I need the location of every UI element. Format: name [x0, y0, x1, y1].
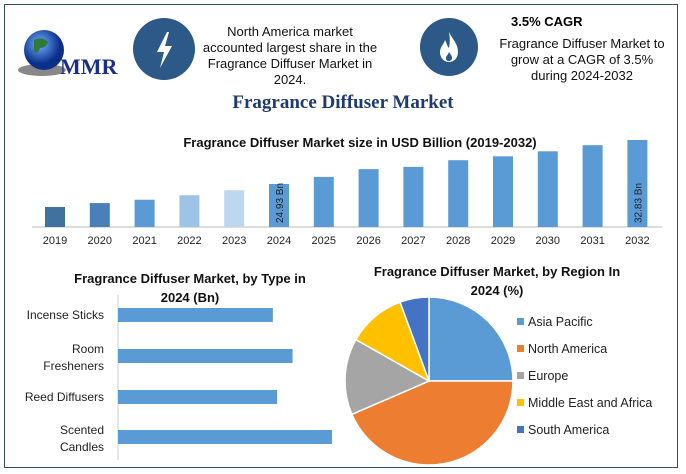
mmr-logo: MMR	[12, 28, 122, 84]
bar-2020	[89, 203, 110, 227]
x-tick-2028: 2028	[446, 235, 470, 247]
bar-Scented Candles	[118, 430, 332, 444]
y-label-Scented Candles: Scented	[60, 423, 104, 437]
bar-2031	[582, 145, 603, 227]
data-label-2032: 32.83 Bn	[633, 183, 644, 223]
bar-2021	[134, 199, 155, 227]
page-title: Fragrance Diffuser Market	[232, 92, 454, 113]
x-tick-2027: 2027	[401, 235, 425, 247]
x-tick-2032: 2032	[625, 235, 649, 247]
y-label-Room Fresheners: Room	[72, 342, 104, 356]
bar-2025	[313, 176, 334, 227]
legend-swatch-4	[517, 426, 524, 433]
market-size-chart-title: Fragrance Diffuser Market size in USD Bi…	[183, 135, 537, 150]
x-tick-2026: 2026	[356, 235, 380, 247]
legend-label-0: Asia Pacific	[528, 315, 593, 329]
legend-swatch-1	[517, 345, 524, 352]
bar-2019	[45, 206, 65, 227]
bar-Room Fresheners	[118, 349, 293, 363]
y-label-Incense Sticks: Incense Sticks	[27, 308, 104, 322]
bar-2029	[493, 156, 513, 227]
bar-2022	[179, 195, 200, 227]
legend-label-4: South America	[528, 423, 609, 437]
region-chart: Asia Pacific North America Europe Middle Ea…	[344, 296, 652, 466]
y-label-Room Fresheners-2: Fresheners	[43, 359, 104, 373]
legend-swatch-2	[517, 372, 524, 379]
x-tick-2019: 2019	[43, 235, 67, 247]
x-tick-2023: 2023	[222, 235, 246, 247]
highlight-north-america: North America market accounted largest s…	[202, 24, 378, 87]
slice-asia-pacific	[428, 296, 514, 382]
x-tick-2030: 2030	[536, 235, 560, 247]
x-tick-2021: 2021	[132, 235, 156, 247]
bar-2032	[627, 140, 648, 227]
x-tick-2022: 2022	[177, 235, 201, 247]
type-chart-title: Fragrance Diffuser Market, by Type in 20…	[74, 271, 306, 305]
x-tick-2029: 2029	[491, 235, 515, 247]
y-label-Reed Diffusers: Reed Diffusers	[25, 390, 104, 404]
data-label-2024: 24.93 Bn	[275, 183, 286, 223]
bar-2026	[358, 169, 379, 227]
market-size-chart: 2019 2020 2021 2022 2023 2024 24.93 Bn 2025 2026…	[32, 140, 662, 247]
highlight-cagr: Fragrance Diffuser Market to grow at a C…	[499, 36, 665, 83]
x-tick-2025: 2025	[312, 235, 336, 247]
slice-north-america	[350, 380, 514, 466]
bar-Incense Sticks	[118, 308, 273, 322]
lightning-icon	[133, 18, 195, 80]
x-tick-2020: 2020	[88, 235, 112, 247]
globe-icon	[18, 30, 66, 76]
y-label-Scented Candles-2: Candles	[60, 440, 104, 454]
x-tick-2031: 2031	[580, 235, 604, 247]
slice-south-america	[399, 296, 430, 382]
bar-2024	[269, 183, 289, 227]
bar-2030	[537, 151, 558, 227]
border-frame	[4, 4, 678, 468]
legend-swatch-3	[517, 399, 524, 406]
legend-label-2: Europe	[528, 369, 568, 383]
slice-europe	[344, 338, 431, 416]
bar-2028	[448, 160, 469, 227]
cagr-heading: 3.5% CAGR	[511, 14, 583, 29]
legend-label-1: North America	[528, 342, 607, 356]
region-chart-title: Fragrance Diffuser Market, by Region In …	[373, 264, 621, 298]
legend-swatch-0	[517, 318, 524, 325]
logo-text: MMR	[60, 54, 118, 79]
flame-icon	[420, 18, 478, 76]
legend-label-3: Middle East and Africa	[528, 396, 652, 410]
type-chart: Incense Sticks Room Fresheners Reed Diffuse…	[25, 295, 332, 460]
x-tick-2024: 2024	[267, 235, 291, 247]
bar-Reed Diffusers	[118, 390, 278, 404]
bar-2027	[403, 166, 424, 227]
bar-2023	[224, 190, 245, 227]
